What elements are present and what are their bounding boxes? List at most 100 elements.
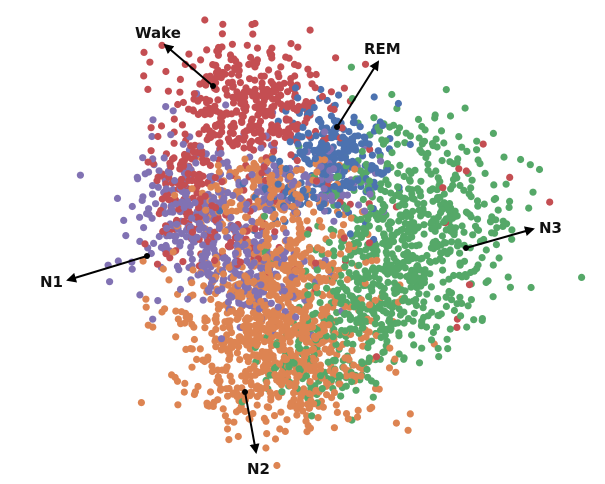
point-n3 [395,305,403,313]
point-n3 [456,293,464,301]
point-wake [165,196,173,204]
point-n2 [271,210,279,218]
point-n2 [325,348,333,357]
point-wake [365,239,373,247]
point-wake [232,107,241,115]
point-n1 [257,144,265,152]
point-n2 [293,411,301,419]
point-n3 [393,129,401,137]
point-n3 [396,161,404,169]
point-n3 [355,261,363,269]
point-n2 [297,273,305,281]
point-n2 [286,236,294,244]
point-n2 [236,356,244,364]
point-n2 [142,295,150,303]
point-rem [374,147,382,155]
point-wake [248,115,256,123]
point-n3 [506,283,514,291]
point-n3 [364,215,372,223]
point-n3 [403,212,411,221]
point-wake [229,83,237,91]
point-n2 [298,267,306,275]
point-n2 [212,343,220,351]
point-n2 [232,168,240,176]
point-n1 [163,224,171,232]
point-n3 [408,242,416,250]
point-n3 [438,157,446,165]
point-wake [153,260,162,268]
point-n2 [158,308,166,316]
point-wake [306,71,314,79]
point-n2 [300,322,308,330]
point-n2 [215,168,223,176]
annotation-n2-dot [242,389,248,395]
point-wake [157,122,166,130]
point-n3 [434,295,442,303]
point-wake [312,70,320,79]
point-n1 [282,229,290,237]
point-n1 [317,163,325,171]
point-n2 [299,328,307,336]
point-n2 [221,203,229,211]
point-wake [256,138,264,146]
point-wake [260,72,268,80]
point-n2 [273,281,281,290]
point-wake [230,123,238,131]
point-rem [311,155,319,163]
point-n2 [386,344,394,352]
point-wake [185,50,193,58]
point-wake [218,30,226,38]
point-n1 [162,241,170,250]
point-n3 [371,268,379,276]
point-n3 [445,287,453,296]
point-n3 [399,200,407,208]
point-n3 [400,319,408,327]
point-n3 [332,340,340,348]
point-n2 [255,176,263,185]
point-wake [243,41,251,49]
point-n2 [264,262,273,270]
point-n2 [274,296,282,304]
point-n2 [206,388,215,396]
point-wake [211,256,219,265]
point-wake [275,73,283,81]
point-wake [304,65,312,73]
point-n3 [494,206,502,214]
point-n2 [296,308,304,316]
point-n3 [432,135,440,143]
point-n3 [463,323,471,331]
point-n3 [458,143,466,151]
point-n2 [310,208,318,216]
point-n3 [442,86,450,94]
point-wake [282,53,290,61]
point-n2 [188,185,196,193]
point-n2 [267,393,275,401]
point-n1 [162,103,170,111]
point-n2 [332,401,340,409]
point-n3 [373,314,381,322]
point-n3 [450,306,458,315]
point-wake [195,130,203,138]
point-n2 [284,267,292,275]
point-n3 [427,258,435,266]
point-wake [250,129,258,137]
point-n2 [331,298,339,306]
point-n3 [456,249,464,257]
point-n3 [384,278,392,286]
point-n3 [341,255,349,263]
point-n3 [379,215,387,223]
point-n2 [315,273,323,281]
point-n2 [244,278,252,286]
point-n1 [243,248,251,256]
point-wake [219,112,227,120]
point-n1 [162,185,170,193]
point-n2 [233,315,241,323]
point-wake [267,78,275,86]
point-n3 [337,392,345,400]
point-n2 [297,224,305,232]
point-n3 [375,225,383,233]
point-wake [236,258,244,266]
point-n3 [302,372,311,380]
point-n2 [317,312,325,320]
point-n1 [217,149,225,157]
